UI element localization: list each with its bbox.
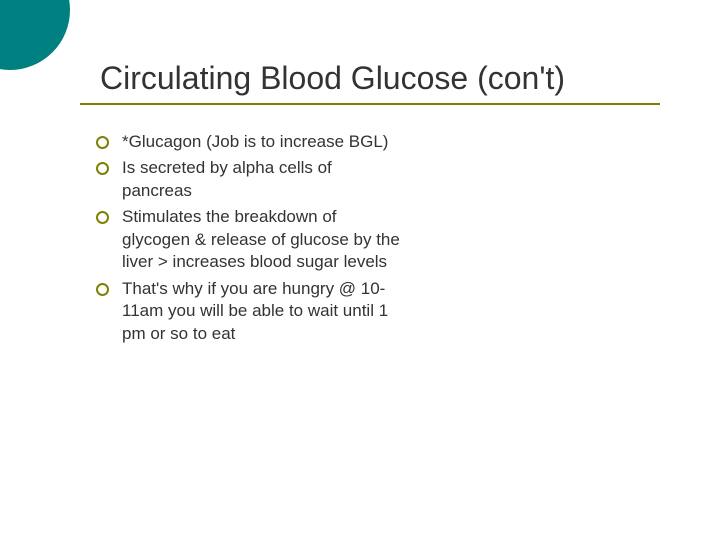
slide-container: Circulating Blood Glucose (con't) *Gluca… [0,0,720,540]
list-item: *Glucagon (Job is to increase BGL) [96,131,406,153]
bullet-list: *Glucagon (Job is to increase BGL) Is se… [96,131,406,345]
list-item: Is secreted by alpha cells of pancreas [96,157,406,202]
title-underline [80,103,660,105]
list-item: Stimulates the breakdown of glycogen & r… [96,206,406,273]
list-item: That's why if you are hungry @ 10-11am y… [96,278,406,345]
slide-title: Circulating Blood Glucose (con't) [100,60,670,97]
